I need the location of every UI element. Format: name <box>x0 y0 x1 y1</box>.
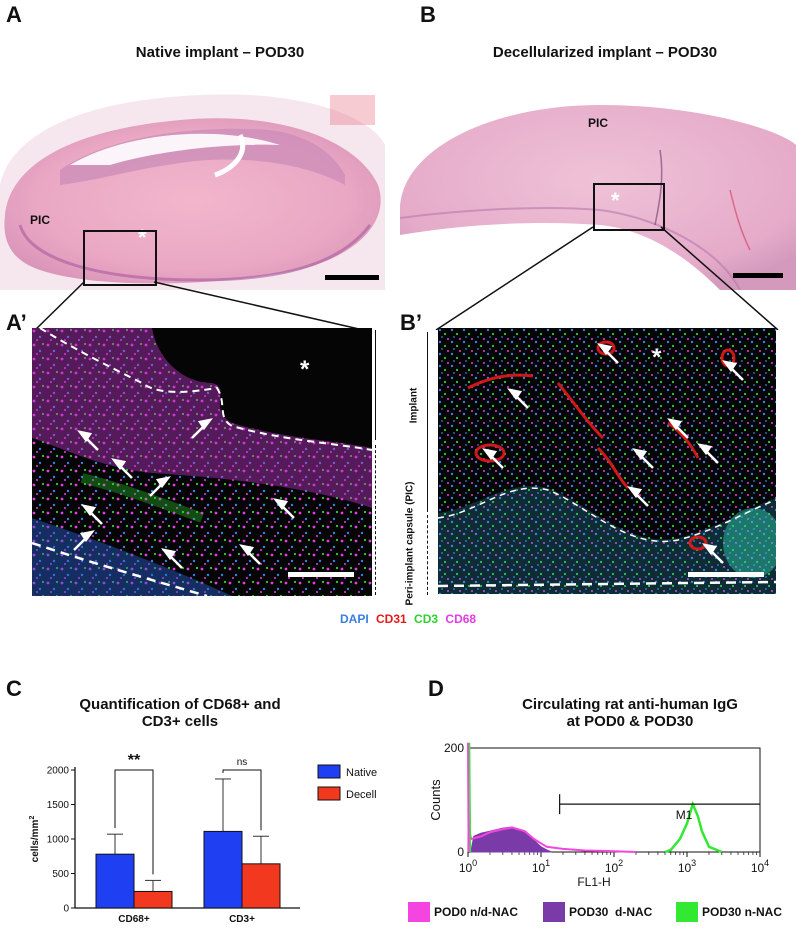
panel-b-zoom-lines <box>435 226 779 330</box>
legend-label-pod30-n: POD30 n-NAC <box>702 905 783 919</box>
d-x-tick-label: 102 <box>605 858 623 875</box>
panel-b-title: Decellularized implant – POD30 <box>492 44 718 61</box>
c-significance-label: ns <box>237 757 248 768</box>
c-y-tick-label: 500 <box>52 869 69 880</box>
panel-b2-implant-label: Implant <box>408 387 420 424</box>
legend-swatch-pod30-d <box>543 902 565 922</box>
panel-d-title-line2: at POD0 & POD30 <box>566 713 694 730</box>
panel-a2-star: * <box>300 356 310 383</box>
stain-legend: DAPI CD31 CD3 CD68 <box>340 612 476 626</box>
panel-c-letter: C <box>6 676 22 701</box>
legend-label-pod30-d: POD30 d-NAC <box>569 905 653 919</box>
legend-label-pod0: POD0 n/d-NAC <box>434 905 518 919</box>
panel-a2-fluorescence-image: * <box>32 328 372 596</box>
c-significance-bracket <box>114 769 154 875</box>
stain-cd31: CD31 <box>376 612 407 626</box>
c-significance-bracket <box>222 769 262 831</box>
panel-a2-side-divider-dashed <box>375 445 376 595</box>
stain-cd3: CD3 <box>414 612 439 626</box>
d-y-tick-label: 200 <box>444 741 464 755</box>
panel-a-zoom-box <box>83 230 157 286</box>
d-y-axis-label: Counts <box>428 779 443 821</box>
c-category-label: CD3+ <box>229 914 255 925</box>
c-bar <box>203 830 243 909</box>
panel-d-title-line1: Circulating rat anti-human IgG <box>522 696 738 713</box>
d-x-tick-label: 101 <box>532 858 550 875</box>
legend-swatch-pod30-n <box>676 902 698 922</box>
panel-a-title: Native implant – POD30 <box>135 44 305 61</box>
c-y-tick-label: 0 <box>63 904 69 915</box>
panel-c-title-line2: CD3+ cells <box>141 713 219 730</box>
panel-b-letter: B <box>420 2 436 27</box>
panel-a-letter: A <box>6 2 22 27</box>
panel-a-pic-label: PIC <box>30 213 51 227</box>
c-legend-swatch <box>317 764 341 779</box>
panel-b-zoom-box <box>593 183 665 231</box>
d-x-tick-label: 104 <box>751 858 769 875</box>
panel-d-title: Circulating rat anti-human IgG at POD0 &… <box>480 696 780 730</box>
d-x-axis-label: FL1-H <box>577 875 610 889</box>
d-series-pod30-n-nac-tail <box>468 742 472 853</box>
c-bar <box>241 863 281 909</box>
c-bar <box>133 890 173 909</box>
d-x-tick-label: 103 <box>678 858 696 875</box>
c-y-axis-label: cells/mm2 <box>29 816 41 863</box>
panel-d-histogram: 0 200 Counts 100 101 102 103 104 FL1-H M1 <box>428 741 769 889</box>
panel-d-letter: D <box>428 676 444 701</box>
c-bar <box>95 853 135 909</box>
panel-b-scale-bar <box>733 273 783 278</box>
panel-d-legend: POD0 n/d-NAC POD30 d-NAC POD30 n-NAC <box>408 902 796 924</box>
c-legend-label: Decell <box>346 789 377 801</box>
panel-b2-side-line <box>427 332 428 512</box>
panel-b2-letter: B’ <box>400 310 422 335</box>
panel-b2-pic-label: Peri-implant capsule (PIC) <box>404 481 416 606</box>
panel-b-star: * <box>611 188 620 213</box>
panel-c-title: Quantification of CD68+ and CD3+ cells <box>40 696 320 730</box>
panel-a2-side-divider <box>375 330 376 440</box>
d-series-pod30-d-nac <box>470 826 552 853</box>
c-y-tick-label: 1500 <box>47 800 70 811</box>
stain-cd68: CD68 <box>445 612 477 626</box>
panel-a-scale-bar <box>325 275 379 280</box>
panel-a-histology-image: PIC * <box>0 75 385 290</box>
c-y-tick-label: 1000 <box>47 835 70 846</box>
panel-b2-star: * <box>652 344 662 371</box>
c-legend-label: Native <box>346 767 377 779</box>
stain-dapi: DAPI <box>340 612 369 626</box>
panel-a-zoom-lines <box>32 281 373 332</box>
panel-b-pic-label: PIC <box>588 116 609 130</box>
panel-a-star: * <box>138 225 147 250</box>
panel-b-histology-image: PIC * <box>400 100 796 290</box>
panel-b2-fluorescence-image: * <box>438 328 776 594</box>
d-y-tick-label: 0 <box>457 845 464 859</box>
panel-a2-letter: A’ <box>6 310 27 335</box>
d-series-pod30-n-nac <box>664 800 723 854</box>
c-y-tick-label: 2000 <box>47 766 70 777</box>
c-legend-swatch <box>317 786 341 801</box>
panel-c-title-line1: Quantification of CD68+ and <box>79 696 281 713</box>
c-category-label: CD68+ <box>118 914 150 925</box>
panel-b2-side-line-dashed <box>427 515 428 595</box>
panel-c-bar-chart: 0 500 1000 1500 2000 cells/mm2 CD68+ ** CD3+ ns Na… <box>29 752 377 925</box>
d-x-tick-label: 100 <box>459 858 477 875</box>
d-gate-label: M1 <box>676 808 693 822</box>
legend-swatch-pod0 <box>408 902 430 922</box>
c-significance-label: ** <box>128 752 141 769</box>
